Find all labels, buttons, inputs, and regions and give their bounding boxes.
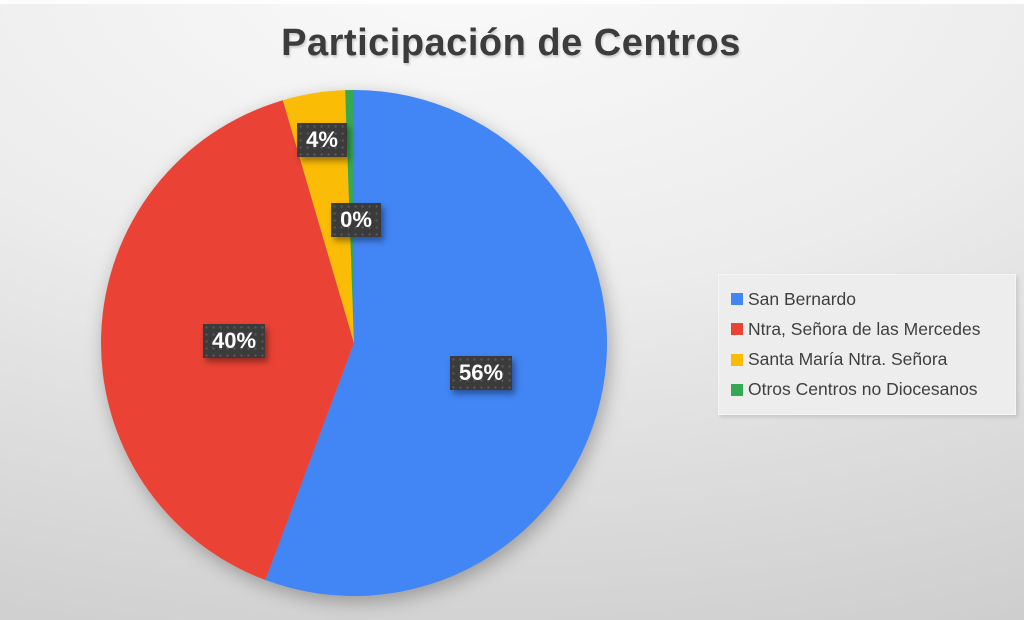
legend-swatch-icon xyxy=(731,323,743,336)
pie-chart xyxy=(101,89,608,596)
pie-data-label-otros-centros-no-diocesanos: 0% xyxy=(331,203,381,237)
chart-title: Participación de Centros xyxy=(281,22,741,64)
pie-data-label-san-bernardo: 56% xyxy=(449,356,513,390)
pie-data-label-ntra-senora-de-las-mercedes: 40% xyxy=(202,324,266,358)
pie-data-label-santa-maria-ntra-senora: 4% xyxy=(297,123,347,157)
legend-label: Santa María Ntra. Señora xyxy=(748,349,948,370)
legend-swatch-icon xyxy=(731,383,743,396)
pie-slice-san-bernardo xyxy=(265,90,608,596)
legend-item-ntra-senora-de-las-mercedes: Ntra, Señora de las Mercedes xyxy=(731,319,1009,340)
legend-item-san-bernardo: San Bernardo xyxy=(731,289,1009,310)
legend-swatch-icon xyxy=(731,353,743,366)
legend-label: Otros Centros no Diocesanos xyxy=(748,379,978,400)
legend-label: San Bernardo xyxy=(748,288,856,309)
slide-top-edge-highlight xyxy=(0,0,1024,4)
legend-item-santa-maria-ntra-senora: Santa María Ntra. Señora xyxy=(731,349,1009,370)
chart-legend: San Bernardo Ntra, Señora de las Mercedes… xyxy=(718,274,1016,415)
legend-label: Ntra, Señora de las Mercedes xyxy=(748,318,981,339)
legend-swatch-icon xyxy=(731,293,743,306)
legend-item-otros-centros-no-diocesanos: Otros Centros no Diocesanos xyxy=(731,379,1009,400)
